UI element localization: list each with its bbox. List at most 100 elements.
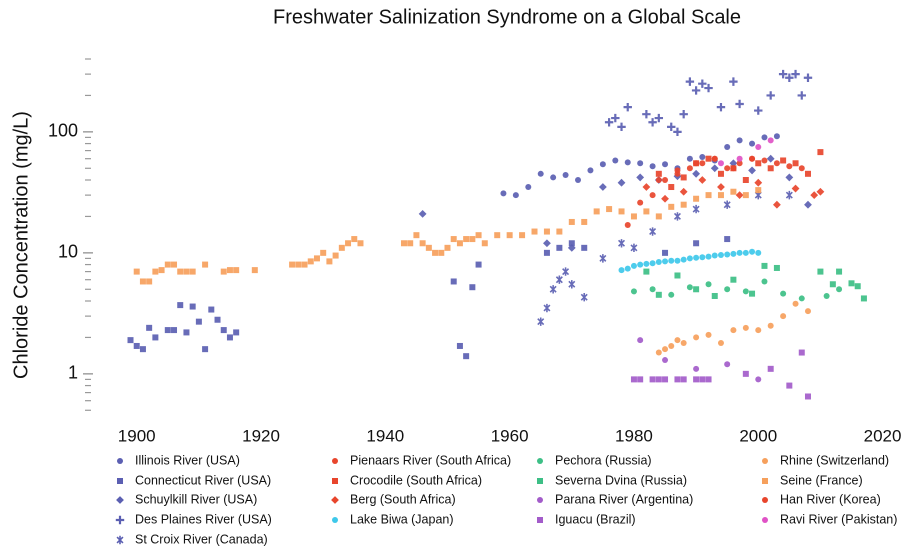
point bbox=[791, 184, 800, 193]
point bbox=[525, 184, 532, 191]
point bbox=[642, 109, 651, 119]
point bbox=[717, 183, 725, 191]
point bbox=[139, 346, 146, 353]
point bbox=[630, 243, 638, 253]
point bbox=[214, 316, 221, 323]
point bbox=[624, 221, 631, 228]
point bbox=[785, 173, 794, 182]
point bbox=[189, 268, 196, 275]
point bbox=[425, 244, 432, 251]
point bbox=[730, 165, 737, 172]
point bbox=[693, 195, 700, 202]
point bbox=[755, 249, 762, 256]
legend-marker bbox=[332, 517, 338, 523]
legend-marker bbox=[537, 478, 543, 484]
point bbox=[662, 376, 669, 383]
point bbox=[481, 240, 488, 247]
point bbox=[710, 164, 719, 173]
point bbox=[618, 208, 625, 215]
point bbox=[519, 232, 526, 239]
point bbox=[767, 365, 774, 372]
y-tick-label: 10 bbox=[58, 242, 78, 262]
point bbox=[848, 280, 855, 287]
point bbox=[463, 353, 470, 360]
legend-marker bbox=[331, 496, 339, 504]
point bbox=[655, 376, 662, 383]
point bbox=[698, 79, 707, 88]
point bbox=[432, 249, 439, 256]
point bbox=[624, 265, 631, 272]
point bbox=[624, 159, 631, 166]
point bbox=[674, 272, 681, 279]
legend-marker bbox=[762, 517, 768, 523]
point bbox=[606, 206, 613, 213]
legend-label: Crocodile (South Africa) bbox=[350, 473, 482, 487]
point bbox=[717, 339, 724, 346]
point bbox=[152, 334, 159, 341]
point bbox=[693, 334, 700, 341]
x-tick-label: 1960 bbox=[491, 426, 529, 445]
point bbox=[686, 155, 693, 162]
point bbox=[637, 337, 644, 344]
point bbox=[761, 262, 768, 269]
point bbox=[693, 240, 700, 247]
point bbox=[456, 240, 463, 247]
point bbox=[761, 278, 768, 285]
legend-marker bbox=[116, 535, 124, 545]
point bbox=[617, 122, 626, 132]
legend-marker bbox=[537, 517, 543, 523]
point bbox=[730, 188, 737, 195]
point bbox=[543, 239, 551, 248]
point bbox=[742, 370, 749, 377]
point bbox=[567, 243, 576, 252]
y-axis-label: Chloride Concentration (mg/L) bbox=[10, 111, 32, 379]
point bbox=[786, 163, 793, 170]
point bbox=[705, 192, 712, 199]
point bbox=[575, 177, 582, 183]
legend-label: Rhine (Switzerland) bbox=[780, 453, 889, 467]
point bbox=[598, 183, 607, 191]
legend-label: Schuylkill River (USA) bbox=[135, 492, 257, 506]
point bbox=[475, 232, 482, 239]
legend-label: Lake Biwa (Japan) bbox=[350, 512, 454, 526]
point bbox=[233, 267, 240, 274]
point bbox=[655, 213, 662, 220]
point bbox=[320, 249, 327, 256]
point bbox=[289, 261, 296, 268]
point bbox=[693, 365, 700, 372]
point bbox=[792, 300, 799, 307]
point bbox=[543, 228, 550, 235]
point bbox=[717, 160, 724, 167]
point bbox=[742, 324, 749, 331]
legend-label: Pechora (Russia) bbox=[555, 453, 652, 467]
point bbox=[655, 349, 662, 356]
point bbox=[630, 262, 637, 269]
point bbox=[717, 251, 724, 258]
point bbox=[778, 69, 788, 79]
point bbox=[673, 127, 682, 137]
point bbox=[326, 258, 333, 265]
point bbox=[587, 167, 594, 174]
point bbox=[699, 153, 706, 160]
point bbox=[674, 257, 681, 264]
point bbox=[555, 275, 563, 284]
point bbox=[655, 177, 662, 183]
point bbox=[705, 155, 712, 162]
point bbox=[537, 170, 544, 177]
point bbox=[674, 337, 681, 344]
point bbox=[643, 260, 650, 267]
point bbox=[655, 259, 662, 266]
point bbox=[637, 199, 644, 206]
legend-label: Connecticut River (USA) bbox=[135, 473, 271, 487]
point bbox=[226, 334, 233, 341]
point bbox=[164, 261, 171, 268]
point bbox=[785, 73, 794, 82]
point bbox=[146, 278, 153, 285]
point bbox=[469, 236, 476, 243]
point bbox=[742, 192, 749, 199]
point bbox=[749, 140, 756, 147]
point bbox=[313, 255, 320, 262]
legend-label: Des Plaines River (USA) bbox=[135, 512, 272, 526]
point bbox=[729, 159, 738, 168]
point bbox=[680, 339, 687, 346]
